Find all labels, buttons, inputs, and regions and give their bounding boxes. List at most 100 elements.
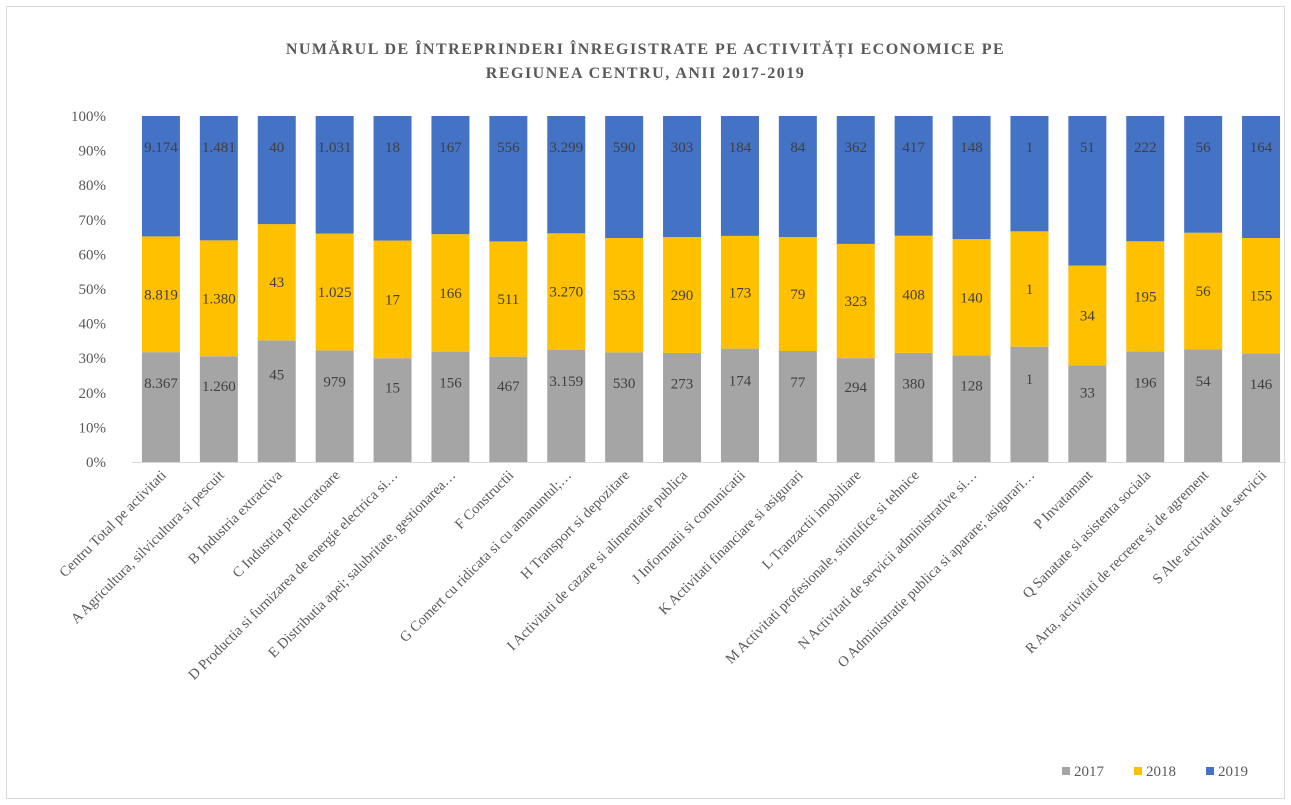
bar-2017-11: [720, 348, 759, 462]
y-tick-label: 100%: [71, 109, 106, 125]
data-label-2019-10: 303: [671, 140, 694, 156]
x-tick-label: Centru Total pe activitati: [57, 468, 170, 581]
data-label-2017-15: 128: [960, 378, 983, 394]
bar-2018-3: [257, 224, 296, 341]
data-label-2019-7: 556: [497, 140, 520, 156]
data-label-2017-18: 196: [1134, 375, 1157, 391]
y-tick-label: 80%: [79, 178, 107, 194]
bar-2017-18: [1126, 351, 1165, 462]
x-tick-label: C Industria prelucratoare: [230, 468, 344, 582]
x-tick-label: D Productia si furnizarea de energie ele…: [186, 468, 402, 684]
bar-2019-14: [894, 116, 933, 236]
y-tick-label: 40%: [79, 317, 107, 333]
x-tick-label: O Administratie publica si aparare; asig…: [835, 468, 1039, 672]
bar-2018-17: [1068, 265, 1107, 366]
bar-2017-2: [199, 356, 238, 462]
chart-frame: [6, 6, 1285, 799]
data-label-2017-1: 8.367: [144, 376, 178, 392]
legend-swatch-2019: [1206, 767, 1214, 775]
bar-2017-15: [952, 355, 991, 462]
bar-2019-20: [1242, 116, 1281, 239]
data-label-2018-16: 1: [1026, 282, 1034, 298]
x-tick-label: S Alte activitati de servicii: [1150, 468, 1270, 588]
data-label-2018-14: 408: [902, 287, 925, 303]
data-label-2018-20: 155: [1250, 289, 1273, 305]
bar-2017-5: [373, 358, 412, 462]
chart-title-line-2: REGIUNEA CENTRU, ANII 2017-2019: [485, 65, 806, 82]
data-label-2017-19: 54: [1196, 374, 1212, 390]
data-label-2017-5: 15: [385, 380, 400, 396]
data-label-2018-4: 1.025: [318, 285, 352, 301]
data-label-2018-6: 166: [439, 286, 462, 302]
data-label-2017-12: 77: [790, 375, 806, 391]
y-tick-label: 70%: [79, 213, 107, 229]
data-label-2019-12: 84: [790, 140, 806, 156]
legend-label-2017: 2017: [1074, 764, 1105, 780]
bar-2019-7: [489, 116, 528, 242]
bar-2018-14: [894, 235, 933, 353]
bar-2017-1: [141, 352, 180, 462]
y-tick-label: 30%: [79, 351, 107, 367]
data-label-2018-8: 3.270: [549, 284, 583, 300]
bar-2018-11: [720, 235, 759, 349]
x-tick-label: H Transport si depozitare: [518, 468, 633, 583]
bar-2018-15: [952, 239, 991, 356]
data-label-2019-14: 417: [902, 140, 925, 156]
data-label-2018-7: 511: [497, 292, 519, 308]
bar-2019-4: [315, 116, 354, 234]
y-tick-label: 90%: [79, 144, 107, 160]
data-label-2018-15: 140: [960, 290, 983, 306]
data-label-2017-20: 146: [1250, 377, 1273, 393]
data-label-2019-1: 9.174: [144, 140, 178, 156]
chart-title: NUMĂRUL DE ÎNTREPRINDERI ÎNREGISTRATE PE…: [0, 38, 1291, 86]
chart-title-line-1: NUMĂRUL DE ÎNTREPRINDERI ÎNREGISTRATE PE…: [285, 41, 1006, 58]
bar-2019-9: [605, 116, 644, 239]
data-label-2017-7: 467: [497, 379, 520, 395]
data-label-2017-9: 530: [613, 376, 636, 392]
bar-2019-15: [952, 116, 991, 240]
bar-2019-16: [1010, 116, 1049, 232]
bar-2018-2: [199, 240, 238, 357]
data-label-2017-14: 380: [902, 376, 925, 392]
data-label-2019-5: 18: [385, 140, 400, 156]
legend-label-2018: 2018: [1146, 764, 1176, 780]
bar-2018-7: [489, 241, 528, 357]
bar-2019-3: [257, 116, 296, 225]
bar-2018-20: [1242, 238, 1281, 354]
data-label-2018-19: 56: [1196, 284, 1212, 300]
data-label-2017-11: 174: [729, 373, 752, 389]
bar-2017-20: [1242, 353, 1281, 462]
x-tick-label: J Informatii si comunicatii: [629, 468, 749, 588]
data-label-2019-13: 362: [845, 140, 868, 156]
data-label-2017-16: 1: [1026, 372, 1034, 388]
data-label-2017-3: 45: [269, 367, 284, 383]
legend-swatch-2017: [1062, 767, 1070, 775]
data-label-2018-12: 79: [790, 287, 805, 303]
data-label-2019-2: 1.481: [202, 140, 236, 156]
y-tick-label: 10%: [79, 420, 107, 436]
bar-2019-19: [1184, 116, 1223, 233]
bar-2017-12: [778, 350, 817, 462]
bar-2017-19: [1184, 349, 1223, 462]
data-label-2019-16: 1: [1026, 140, 1034, 156]
data-label-2019-4: 1.031: [318, 140, 352, 156]
bar-2018-4: [315, 233, 354, 351]
data-label-2017-2: 1.260: [202, 379, 236, 395]
data-label-2019-9: 590: [613, 140, 636, 156]
bar-2018-8: [547, 233, 586, 350]
bar-2018-6: [431, 234, 470, 352]
data-label-2018-9: 553: [613, 288, 636, 304]
bar-2018-12: [778, 237, 817, 351]
bar-2017-9: [605, 352, 644, 462]
bar-2018-9: [605, 238, 644, 353]
data-label-2018-1: 8.819: [144, 287, 178, 303]
legend-swatch-2018: [1134, 767, 1142, 775]
data-label-2017-4: 979: [323, 375, 346, 391]
data-label-2017-8: 3.159: [549, 374, 583, 390]
bar-2019-11: [720, 116, 759, 236]
data-label-2018-2: 1.380: [202, 291, 236, 307]
data-label-2019-18: 222: [1134, 140, 1157, 156]
bar-2017-13: [836, 358, 875, 462]
data-label-2019-20: 164: [1250, 140, 1273, 156]
